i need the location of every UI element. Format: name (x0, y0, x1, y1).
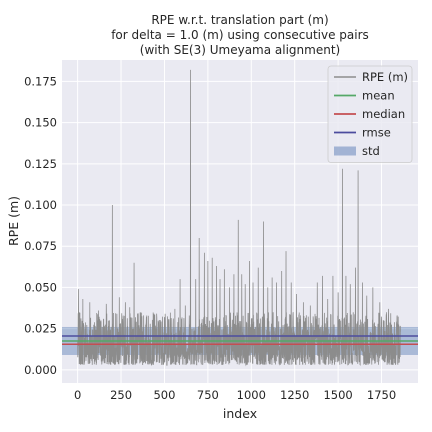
chart-title-line-3: (with SE(3) Umeyama alignment) (140, 43, 340, 57)
x-tick-label: 500 (153, 388, 175, 402)
legend-swatch-std (334, 146, 356, 156)
y-tick-label: 0.100 (24, 198, 57, 212)
legend-box (327, 65, 413, 163)
x-tick-label: 0 (74, 388, 81, 402)
chart-title: RPE w.r.t. translation part (m) for delt… (111, 13, 369, 57)
x-tick-labels: 0 250 500 750 1000 1250 1500 1750 (74, 388, 396, 402)
legend-label: mean (362, 89, 395, 103)
y-tick-label: 0.175 (24, 74, 57, 88)
y-tick-labels: 0.000 0.025 0.050 0.075 0.100 0.125 0.150 0.175 (24, 74, 57, 376)
legend-label: std (362, 144, 380, 158)
y-axis-label: RPE (m) (6, 196, 21, 246)
x-tick-label: 1750 (367, 388, 396, 402)
rpe-series-line (77, 69, 401, 367)
x-tick-label: 1250 (280, 388, 309, 402)
legend: RPE (m) mean median rmse std (327, 65, 413, 163)
series-layer (77, 69, 401, 367)
y-tick-label: 0.050 (24, 280, 57, 294)
x-axis-label: index (223, 406, 257, 421)
y-tick-label: 0.075 (24, 239, 57, 253)
stat-lines-layer (62, 335, 418, 346)
chart-title-line-2: for delta = 1.0 (m) using consecutive pa… (111, 28, 369, 42)
y-tick-label: 0.025 (24, 322, 57, 336)
x-tick-label: 750 (197, 388, 219, 402)
legend-label: RPE (m) (362, 70, 408, 84)
chart-title-line-1: RPE w.r.t. translation part (m) (151, 13, 328, 27)
x-tick-label: 1500 (323, 388, 352, 402)
y-tick-label: 0.150 (24, 116, 57, 130)
y-tick-label: 0.125 (24, 157, 57, 171)
legend-label: median (362, 107, 405, 121)
legend-label: rmse (362, 126, 391, 140)
x-tick-label: 250 (110, 388, 132, 402)
y-tick-label: 0.000 (24, 363, 57, 377)
x-tick-label: 1000 (237, 388, 266, 402)
